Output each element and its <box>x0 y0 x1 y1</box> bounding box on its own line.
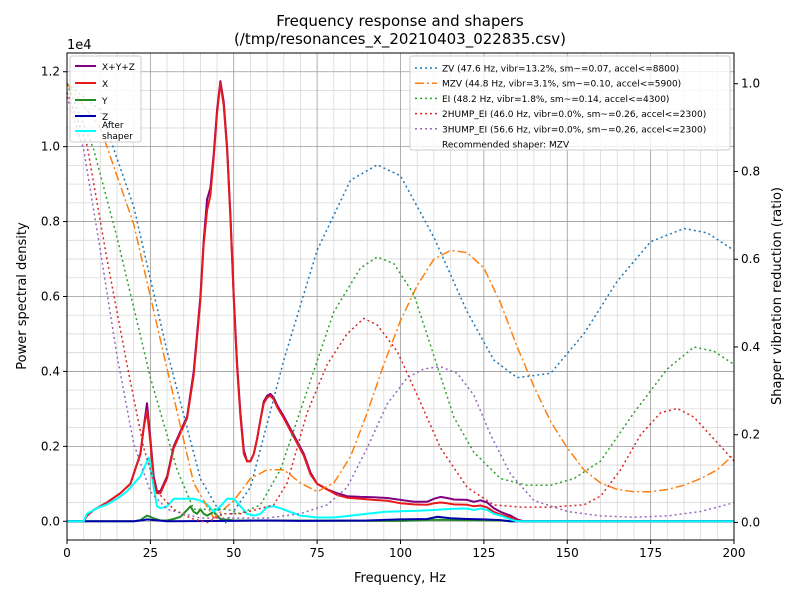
legend-label-xyz: X+Y+Z <box>102 63 135 73</box>
y-axis-label: Power spectral density <box>15 222 30 370</box>
legend-label-recommended: Recommended shaper: MZV <box>442 141 570 151</box>
legend-label-zv: ZV (47.6 Hz, vibr=13.2%, sm~=0.07, accel… <box>442 65 679 75</box>
psd-line-z <box>67 515 734 523</box>
legend-label-z: Z <box>102 113 108 123</box>
y-tick-label: 0.6 <box>41 290 60 304</box>
shaper-line-mzv <box>66 83 735 520</box>
y2-axis-ticks: 0.0 0.2 0.4 0.6 0.8 1.0 <box>734 77 760 529</box>
shaper-series-lines <box>66 83 735 524</box>
legend-label-y: Y <box>101 97 108 107</box>
x-tick-label: 200 <box>723 546 746 560</box>
y-tick-label: 0.8 <box>41 215 60 229</box>
legend-label-shaper: shaper <box>102 132 133 142</box>
x-tick-label: 25 <box>143 546 158 560</box>
legend-right-items: ZV (47.6 Hz, vibr=13.2%, sm~=0.07, accel… <box>415 65 706 151</box>
y-axis-ticks: 0.0 0.2 0.4 0.6 0.8 1.0 1.2 <box>41 65 67 528</box>
legend-label-3hump: 3HUMP_EI (56.6 Hz, vibr=0.0%, sm~=0.26, … <box>442 125 706 135</box>
y-tick-label: 1.2 <box>41 65 60 79</box>
shaper-line-ei <box>66 83 735 515</box>
psd-line-x <box>67 82 734 523</box>
legend-label-shaper: After <box>102 121 124 131</box>
legend-label-x: X <box>102 80 108 90</box>
y2-tick-label: 1.0 <box>741 77 760 91</box>
shaper-line-zv <box>66 83 735 524</box>
shaper-line-2hump <box>66 92 735 524</box>
y-tick-label: 0.0 <box>41 514 60 528</box>
y2-tick-label: 0.4 <box>741 340 760 354</box>
chart-title: Frequency response and shapers <box>276 12 524 30</box>
legend-left-box <box>69 55 142 143</box>
legend-right: ZV (47.6 Hz, vibr=13.2%, sm~=0.07, accel… <box>409 55 731 151</box>
y-multiplier-label: 1e4 <box>67 38 92 53</box>
y2-tick-label: 0.2 <box>741 428 760 442</box>
x-tick-label: 0 <box>63 546 71 560</box>
x-axis-ticks: 0 25 50 75 100 125 150 175 200 <box>63 540 745 560</box>
x-tick-label: 100 <box>389 546 412 560</box>
x-tick-label: 150 <box>556 546 579 560</box>
y2-axis-label: Shaper vibration reduction (ratio) <box>770 187 785 405</box>
x-tick-label: 50 <box>226 546 241 560</box>
chart-subtitle: (/tmp/resonances_x_20210403_022835.csv) <box>234 30 566 49</box>
shaper-line-3hump <box>66 96 735 519</box>
x-tick-label: 75 <box>309 546 324 560</box>
x-tick-label: 125 <box>472 546 495 560</box>
x-tick-label: 175 <box>639 546 662 560</box>
legend-label-2hump: 2HUMP_EI (46.0 Hz, vibr=0.0%, sm~=0.26, … <box>442 110 706 120</box>
y2-tick-label: 0.6 <box>741 252 760 266</box>
legend-label-ei: EI (48.2 Hz, vibr=1.8%, sm~=0.14, accel<… <box>442 95 669 105</box>
x-axis-label: Frequency, Hz <box>354 571 446 586</box>
y-tick-label: 0.4 <box>41 364 60 378</box>
y-tick-label: 0.2 <box>41 439 60 453</box>
legend-label-mzv: MZV (44.8 Hz, vibr=3.1%, sm~=0.10, accel… <box>442 80 681 90</box>
y2-tick-label: 0.0 <box>741 515 760 529</box>
y-tick-label: 1.0 <box>41 140 60 154</box>
y2-tick-label: 0.8 <box>741 164 760 178</box>
legend-right-box <box>409 55 731 151</box>
